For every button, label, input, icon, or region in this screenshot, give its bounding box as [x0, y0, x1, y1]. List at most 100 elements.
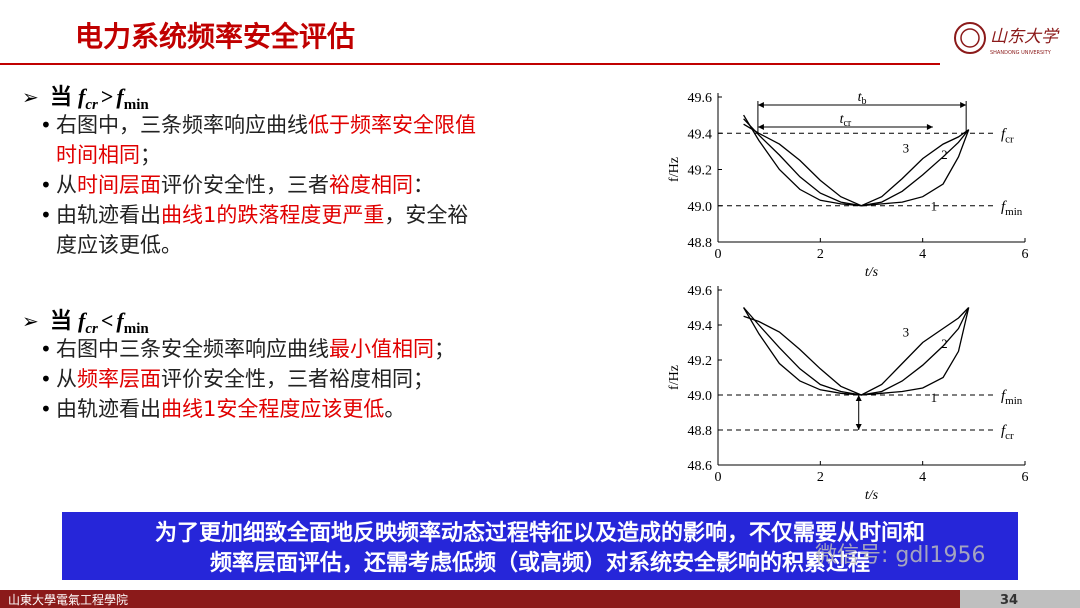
run: 。: [384, 397, 405, 421]
emblem-inner: [960, 28, 980, 48]
var: f: [1001, 199, 1007, 215]
logo-sub: SHANDONG UNIVERSITY: [990, 50, 1052, 56]
y-tick-label: 49.2: [688, 164, 713, 179]
heading-marker: ➢: [22, 309, 39, 333]
sub: min: [124, 97, 150, 113]
x-tick-label: 2: [817, 470, 824, 485]
var: f: [1001, 388, 1007, 404]
x-axis-label: t/s: [865, 488, 879, 503]
footer-bar: [0, 590, 1080, 608]
arrowhead: [757, 102, 764, 108]
bullet: •: [40, 397, 52, 421]
y-tick-label: 49.4: [688, 319, 713, 334]
line: 从频率层面评价安全性，三者裕度相同；: [56, 367, 434, 391]
y-tick-label: 49.0: [688, 389, 713, 404]
x-tick-label: 6: [1022, 247, 1029, 262]
var: f: [78, 84, 88, 109]
banner-line: 为了更加细致全面地反映频率动态过程特征以及造成的影响，不仅需要从时间和: [155, 520, 925, 546]
ref-label: fmin: [1001, 388, 1023, 407]
sub: b: [861, 96, 866, 107]
curve-label: 1: [931, 390, 938, 405]
y-tick-label: 49.6: [688, 91, 713, 106]
arrowhead: [926, 124, 933, 130]
x-axis-label: t/s: [865, 265, 879, 280]
var: f: [1001, 423, 1007, 439]
bullet: •: [40, 337, 52, 361]
run: ：: [413, 173, 434, 197]
bullet: •: [40, 113, 52, 137]
var: t: [858, 90, 863, 105]
ref-label: fcr: [1001, 423, 1014, 442]
line: 时间相同；: [56, 143, 161, 167]
banner: [62, 512, 1018, 580]
y-tick-label: 49.0: [688, 200, 713, 215]
run: 从: [56, 367, 77, 391]
bullet: •: [40, 367, 52, 391]
ref-label: fcr: [1001, 126, 1014, 145]
slide-title: 电力系统频率安全评估: [75, 20, 355, 53]
line: 由轨迹看出曲线1的跌落程度更严重，安全裕: [56, 203, 468, 227]
var: f: [1001, 126, 1007, 142]
sub: cr: [85, 97, 98, 113]
run: 裕度相同: [329, 173, 413, 197]
run: 右图中，三条频率响应曲线: [56, 113, 308, 137]
run: 度应该更低。: [56, 233, 182, 257]
heading: 当 fcr > fmin: [50, 84, 149, 113]
run: 频率层面: [77, 367, 161, 391]
banner-line: 频率层面评估，还需考虑低频（或高频）对系统安全影响的积累过程: [210, 550, 870, 576]
run: 曲线1的跌落程度更严重: [161, 203, 384, 227]
heading-formula: fcr > fmin: [78, 84, 149, 113]
y-axis-label: f/Hz: [667, 365, 682, 390]
run: 时间相同: [56, 143, 140, 167]
curve-label: 3: [903, 325, 910, 340]
heading-marker: ➢: [22, 85, 39, 109]
page-number: 34: [1000, 593, 1018, 608]
y-axis-label: f/Hz: [667, 157, 682, 182]
footer-school: 山東大學電氣工程學院: [8, 592, 128, 607]
arrowhead: [757, 124, 764, 130]
run: 曲线1安全程度应该更低: [161, 397, 384, 421]
logo: 山东大学 SHANDONG UNIVERSITY: [954, 22, 1060, 56]
run: ；: [140, 143, 161, 167]
heading: 当 fcr < fmin: [50, 308, 149, 337]
run: 最小值相同: [329, 337, 434, 361]
span-label: tcr: [840, 112, 852, 129]
sub: cr: [85, 321, 98, 337]
arrowhead: [855, 395, 862, 401]
run: 从: [56, 173, 77, 197]
curve-label: 1: [931, 199, 938, 214]
var: t: [840, 112, 845, 127]
bullet: •: [40, 173, 52, 197]
curve-label: 3: [903, 141, 910, 156]
op: >: [101, 84, 114, 109]
emblem: [954, 22, 986, 54]
run: 时间层面: [77, 173, 161, 197]
logo-text: 山东大学: [990, 27, 1060, 47]
var: f: [116, 84, 126, 109]
page-box: [960, 590, 1080, 608]
curve: [743, 307, 970, 396]
run: 右图中三条安全频率响应曲线: [56, 337, 329, 361]
y-tick-label: 48.6: [688, 459, 713, 474]
line: 右图中三条安全频率响应曲线最小值相同；: [56, 337, 455, 361]
sub: cr: [843, 118, 851, 129]
var: f: [78, 308, 88, 333]
x-tick-label: 6: [1022, 470, 1029, 485]
y-tick-label: 48.8: [688, 424, 713, 439]
x-tick-label: 4: [919, 247, 926, 262]
curve-label: 2: [941, 336, 948, 351]
y-tick-label: 49.2: [688, 354, 713, 369]
curve-label: 2: [941, 147, 948, 162]
sub: min: [124, 321, 150, 337]
x-tick-label: 2: [817, 247, 824, 262]
line: 右图中，三条频率响应曲线低于频率安全限值: [56, 113, 476, 137]
run: 由轨迹看出: [56, 203, 161, 227]
y-tick-label: 48.8: [688, 236, 713, 251]
run: 评价安全性，三者裕度相同；: [161, 367, 434, 391]
run: ，安全裕: [384, 203, 468, 227]
sub: cr: [1005, 430, 1014, 442]
x-tick-label: 4: [919, 470, 926, 485]
x-tick-label: 0: [715, 247, 722, 262]
watermark: 微信号: gdl1956: [815, 543, 985, 568]
